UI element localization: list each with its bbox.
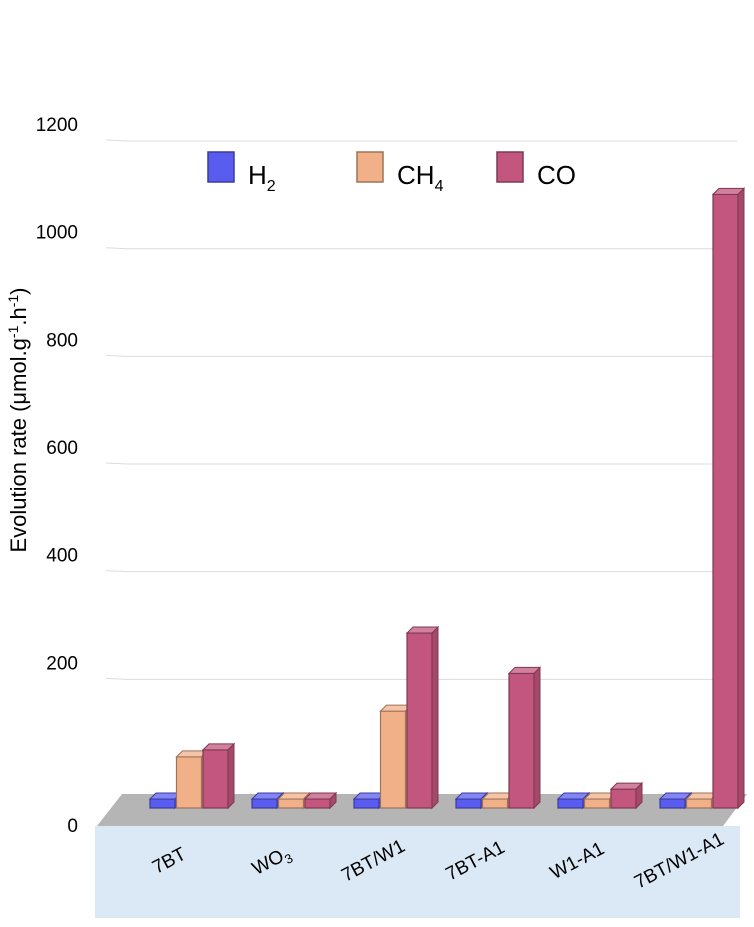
bar-h2-w1-a1	[557, 798, 584, 809]
bar-h2-wo3	[251, 798, 278, 809]
y-axis-title: Evolution rate (μmol.g-1.h-1)	[5, 287, 31, 552]
bar-ch4-w1-a1	[583, 798, 611, 809]
gridline-diagonal	[105, 139, 128, 142]
legend: H2 CH4 CO	[207, 151, 576, 195]
legend-swatch-co	[496, 151, 524, 183]
y-axis-ticks: 0 200 400 600 800 1000 1200	[36, 115, 78, 837]
bar-h2-7bt-w1-a1	[659, 798, 686, 809]
gridline-diagonal	[105, 677, 128, 680]
gridline-diagonal	[105, 247, 128, 250]
bar-co-w1-a1	[610, 788, 637, 809]
legend-label-h2: H2	[248, 160, 276, 195]
bar-ch4-7bt-w1-a1	[685, 798, 713, 809]
y-tick-label: 1200	[36, 115, 78, 136]
y-axis-title-text: Evolution rate (μmol.g-1.h-1)	[5, 287, 31, 552]
gridline-diagonal	[105, 570, 128, 573]
legend-swatch-ch4	[356, 151, 384, 183]
bar-side-face	[635, 781, 643, 810]
category-band	[95, 826, 740, 918]
bar-ch4-7bt-a1	[481, 798, 509, 809]
bar-ch4-7bt	[175, 756, 203, 809]
y-tick-label: 800	[46, 330, 78, 351]
category-axis-band	[95, 826, 740, 918]
gridlines	[105, 139, 737, 680]
bar-side-face	[329, 791, 337, 810]
legend-swatch-h2	[207, 151, 235, 183]
y-tick-label: 600	[46, 438, 78, 459]
bar-side-face	[431, 625, 439, 810]
bar-h2-7bt	[149, 798, 176, 809]
bar-h2-7bt-a1	[455, 798, 482, 809]
bar-co-7bt-w1	[406, 632, 433, 809]
bar-side-face	[227, 742, 235, 810]
bar-co-7bt	[202, 749, 229, 809]
bar-side-face	[737, 187, 745, 810]
bars	[148, 187, 746, 810]
y-tick-label: 400	[46, 546, 78, 567]
y-tick-label: 1000	[36, 223, 78, 244]
bar-co-7bt-w1-a1	[712, 193, 739, 809]
bar-ch4-7bt-w1	[379, 710, 407, 809]
gridline-diagonal	[105, 462, 128, 465]
bar-h2-7bt-w1	[353, 798, 380, 809]
y-tick-label: 0	[67, 816, 78, 837]
bar-side-face	[533, 666, 541, 810]
gridline-diagonal	[105, 354, 128, 357]
legend-label-ch4: CH4	[397, 160, 444, 195]
bar-co-7bt-a1	[508, 672, 535, 809]
bar-ch4-wo3	[277, 798, 305, 809]
y-tick-label: 200	[46, 653, 78, 674]
legend-label-co: CO	[537, 160, 576, 190]
bar-co-wo3	[304, 798, 331, 809]
